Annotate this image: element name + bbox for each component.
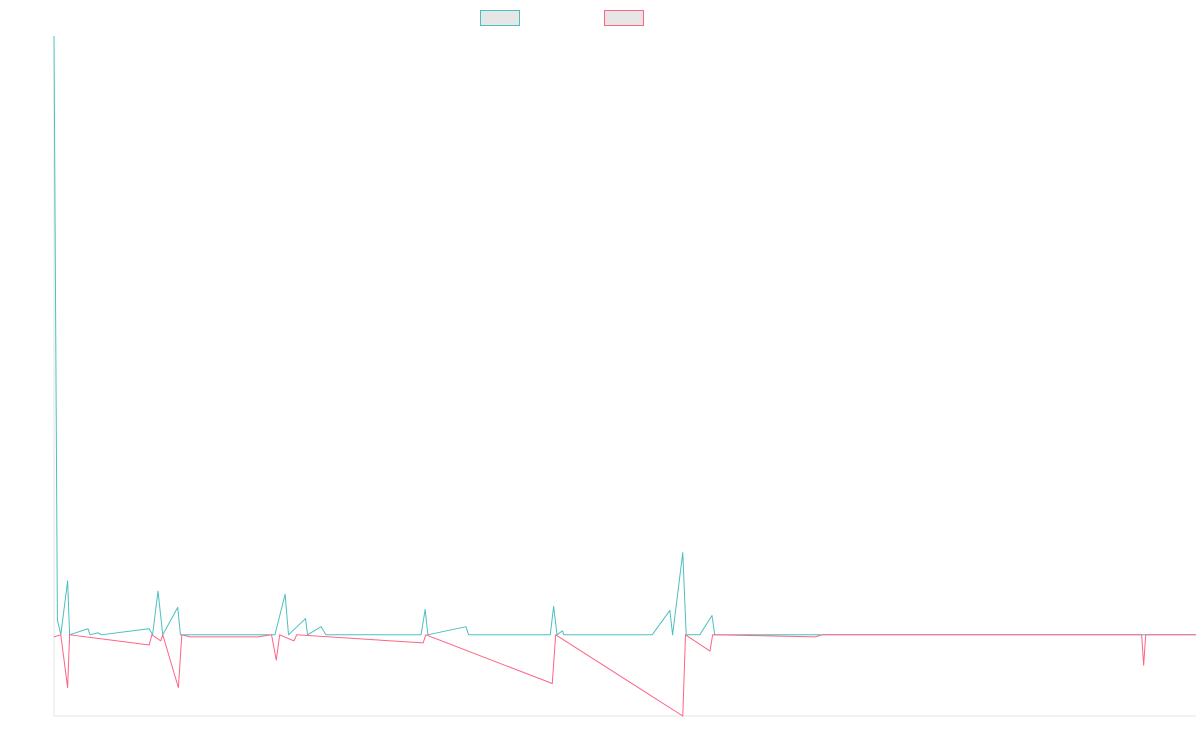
legend-swatch-series-1[interactable] [480, 10, 520, 26]
series-line-1 [53, 35, 1196, 636]
series-line-2 [53, 634, 1196, 717]
series-layer [53, 35, 1196, 717]
legend-swatch-series-2[interactable] [604, 10, 644, 26]
axes [53, 36, 1196, 717]
